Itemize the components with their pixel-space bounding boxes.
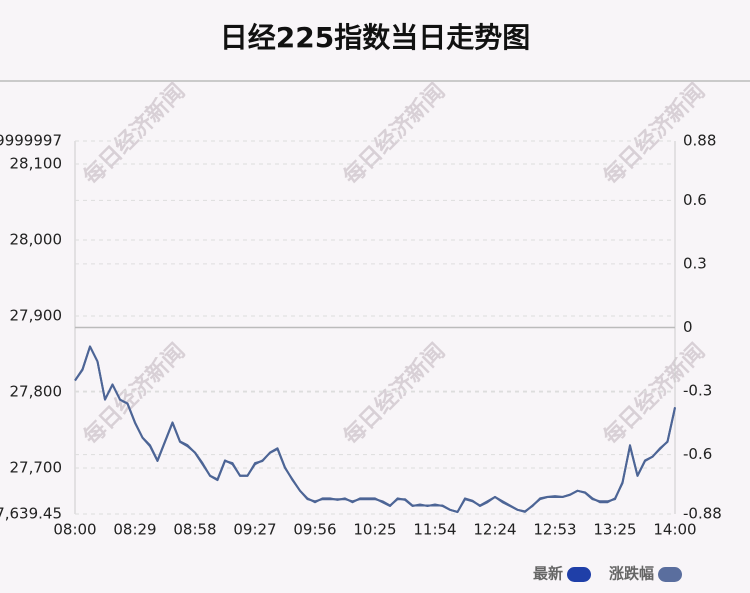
y2-tick-label: 0.3 — [683, 254, 707, 272]
legend-label: 最新 — [533, 565, 563, 583]
y-tick-label: 27,900 — [10, 306, 63, 324]
legend-label: 涨跌幅 — [609, 565, 654, 583]
x-tick-label: 11:54 — [413, 521, 456, 539]
x-tick-label: 08:29 — [113, 521, 156, 539]
y-tick-label: 28,130.2299999997 — [0, 132, 62, 150]
legend-swatch — [567, 567, 592, 582]
x-tick-label: 14:00 — [653, 521, 696, 539]
x-tick-label: 10:25 — [353, 521, 396, 539]
y-tick-label: 27,639.45 — [0, 505, 62, 523]
series-line — [74, 345, 676, 513]
y2-tick-label: 0 — [683, 318, 693, 336]
chart-title: 日经225指数当日走势图 — [220, 21, 530, 54]
legend-swatch — [658, 567, 683, 582]
y-tick-label: 27,800 — [10, 382, 63, 400]
y-tick-label: 27,700 — [10, 458, 63, 476]
y2-tick-label: -0.6 — [683, 445, 712, 463]
x-tick-label: 08:00 — [53, 521, 96, 539]
x-tick-label: 12:53 — [533, 521, 576, 539]
x-tick-label: 12:24 — [473, 521, 516, 539]
x-tick-label: 13:25 — [593, 521, 636, 539]
x-tick-label: 08:58 — [173, 521, 216, 539]
y-tick-label: 28,000 — [10, 230, 63, 248]
y2-tick-label: -0.88 — [683, 505, 722, 523]
y2-tick-label: 0.6 — [683, 191, 707, 209]
x-tick-label: 09:56 — [293, 521, 336, 539]
y2-tick-label: -0.3 — [683, 382, 712, 400]
y2-tick-label: 0.88 — [683, 132, 716, 150]
x-tick-label: 09:27 — [233, 521, 276, 539]
y-tick-label: 28,100 — [10, 154, 63, 172]
